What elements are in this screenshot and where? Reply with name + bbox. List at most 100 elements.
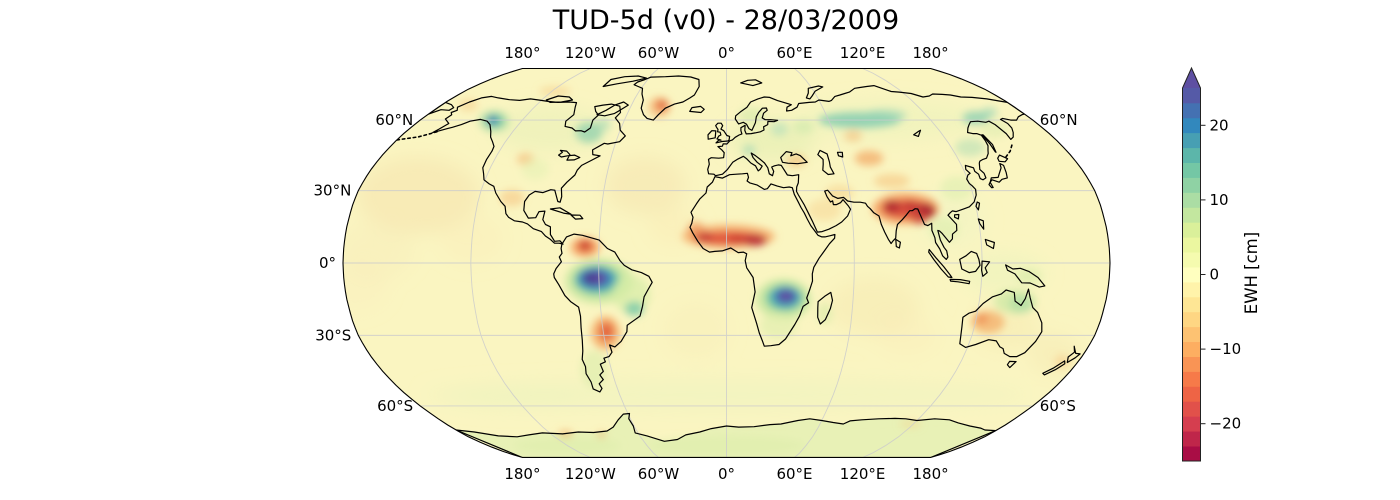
colorbar-segment (1182, 446, 1201, 462)
colorbar-tick-label: 0 (1210, 266, 1220, 284)
lon-tick-bottom: 0° (718, 465, 735, 483)
coastline-black-sea (780, 151, 808, 165)
anomaly-blob (792, 120, 814, 134)
coastlines (396, 75, 1081, 458)
colorbar-segment (1182, 147, 1201, 163)
graticule-meridian (794, 68, 855, 458)
colorbar: 20 10 0 −10 −20 EWH [cm] (1182, 66, 1261, 462)
coastline-sakhalin (981, 134, 997, 153)
anomaly-blob (981, 107, 998, 118)
coastline-baffin-island (596, 101, 629, 117)
anomaly-blob (824, 184, 854, 202)
colorbar-segment (1182, 192, 1201, 208)
coastline-great-britain (715, 122, 731, 144)
coastline-borneo (959, 250, 981, 274)
anomaly-blob (687, 222, 705, 237)
anomaly-blob (662, 301, 729, 360)
coastline-tasmania (1006, 360, 1017, 369)
anomaly-blob (604, 156, 686, 215)
coastline-hainan (954, 213, 960, 220)
anomaly-blob (883, 200, 901, 213)
colorbar-tick-label: −20 (1210, 415, 1242, 433)
anomaly-blob (743, 234, 767, 246)
colorbar-segment (1182, 252, 1201, 268)
coastline-new-zealand-north (1066, 345, 1081, 364)
coastline-taiwan (975, 201, 981, 211)
coastline-aleutian-islands (396, 130, 440, 141)
anomaly-blob (624, 301, 644, 316)
anomaly-blob (343, 263, 388, 312)
colorbar-segment (1182, 326, 1201, 343)
coastline-sulawesi (981, 260, 991, 277)
lat-tick-right: 60°S (1040, 397, 1076, 415)
anomaly-blob (844, 129, 862, 142)
colorbar-segment (1182, 431, 1201, 447)
colorbar-axis-label: EWH [cm] (1242, 232, 1261, 314)
anomaly-blob (539, 86, 571, 96)
coastline-iceland (689, 105, 705, 114)
anomaly-blob (863, 109, 907, 123)
colorbar-segment (1182, 177, 1201, 193)
coastline-hispaniola (570, 214, 584, 220)
anomaly-blob (575, 122, 603, 143)
lat-tick-left: 60°N (375, 111, 413, 129)
coastline-ireland (707, 130, 717, 140)
colorbar-segment (1182, 356, 1201, 372)
lat-tick-right: 60°N (1040, 111, 1078, 129)
colorbar-segment (1182, 162, 1201, 178)
coastline-luzon (977, 218, 985, 230)
lat-tick-left: 30°S (315, 326, 351, 344)
axis-tick-labels: 180° 180° 120°W 120°W 60°W 60°W 0° 0° 60°E 60°E 12… (313, 44, 1077, 483)
colorbar-segment (1182, 296, 1201, 313)
colorbar-tick-label: −10 (1210, 340, 1242, 358)
coastline-honshu (988, 162, 1008, 189)
map-boundary (342, 67, 1111, 459)
world-map (342, 67, 1111, 459)
colorbar-segment (1182, 311, 1201, 328)
anomaly-blob (730, 234, 744, 244)
colorbar-outline (1182, 66, 1201, 462)
anomaly-blob (596, 432, 607, 438)
anomaly-blob (903, 200, 918, 211)
colorbar-segment (1182, 132, 1201, 149)
coastline-africa (689, 172, 836, 347)
anomaly-blob (777, 290, 795, 303)
coastline-caspian-sea (817, 149, 835, 176)
anomaly-blob (817, 302, 832, 325)
lon-tick-top: 60°E (776, 44, 812, 62)
anomaly-blob (786, 154, 806, 167)
lon-tick-bottom: 120°W (565, 465, 616, 483)
colorbar-tick-label: 10 (1210, 191, 1229, 209)
lon-tick-top: 180° (504, 44, 540, 62)
colorbar-segment (1182, 222, 1201, 238)
anomaly-blob (583, 272, 598, 284)
anomaly-blob (971, 311, 1005, 334)
lon-tick-top: 120°E (840, 44, 886, 62)
anomaly-blob (1015, 269, 1042, 284)
coastline-new-guinea (1005, 264, 1046, 288)
coastline-novaya-zemlya (805, 85, 824, 100)
colorbar-arrow (1182, 68, 1201, 88)
coastline-ellesmere (602, 75, 647, 88)
colorbar-segment (1182, 237, 1201, 253)
colorbar-segment (1182, 207, 1201, 223)
anomaly-blob (356, 157, 480, 234)
colorbar-segment (1182, 102, 1201, 119)
coastline-south-america (553, 233, 653, 393)
anomaly-blob (598, 322, 614, 342)
lat-tick-left: 60°S (377, 397, 413, 415)
anomaly-blob (873, 173, 910, 189)
lon-tick-bottom: 60°E (776, 465, 812, 483)
lon-tick-bottom: 180° (504, 465, 540, 483)
coastline-lake-baikal (913, 129, 922, 137)
anomaly-blob (596, 117, 611, 132)
figure-title: TUD-5d (v0) - 28/03/2009 (552, 5, 900, 36)
colorbar-segment (1182, 416, 1201, 432)
anomaly-blob (770, 122, 789, 136)
anomaly-blob (854, 150, 884, 166)
coastline-greenland (633, 75, 700, 121)
coastline-victoria-island (545, 95, 574, 103)
lon-tick-bottom: 60°W (638, 465, 680, 483)
lon-tick-top: 120°W (565, 44, 616, 62)
lon-tick-top: 180° (913, 44, 949, 62)
